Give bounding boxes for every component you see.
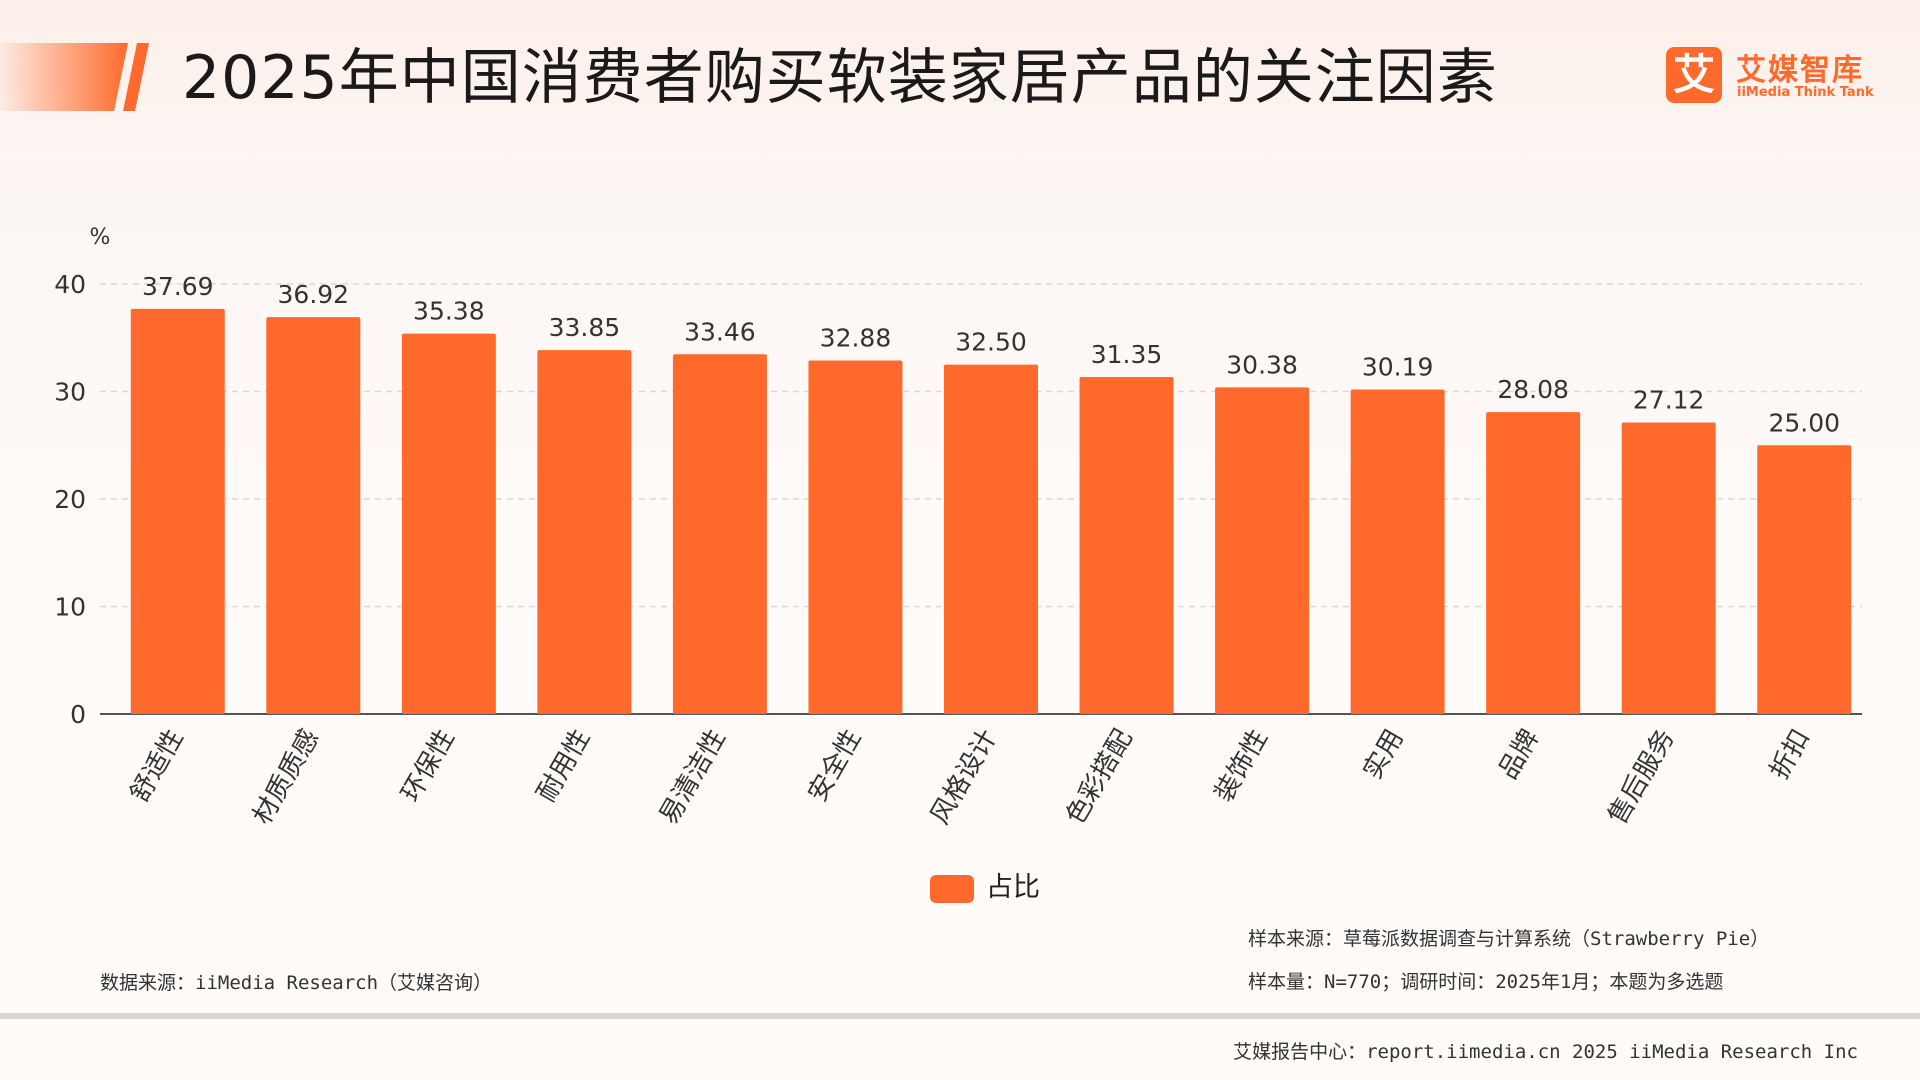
data-label: 32.50 <box>955 328 1027 357</box>
logo-mark: 艾 <box>1666 47 1722 103</box>
data-label: 36.92 <box>278 280 350 309</box>
x-tick-label: 风格设计 <box>925 725 1003 830</box>
bar <box>1757 445 1852 714</box>
y-tick-label: 0 <box>70 700 86 729</box>
x-tick-label: 安全性 <box>803 725 868 808</box>
data-label: 27.12 <box>1633 385 1705 414</box>
iimedia-logo: 艾 艾媒智库 iiMedia Think Tank <box>1666 47 1874 107</box>
data-label: 30.38 <box>1226 350 1298 379</box>
x-tick-label: 易清洁性 <box>654 725 732 830</box>
bar <box>1621 422 1716 714</box>
y-tick-label: 10 <box>54 593 86 622</box>
legend-swatch <box>930 875 974 903</box>
x-tick-label: 实用 <box>1358 725 1410 785</box>
sample-size-note: 样本量：N=770；调研时间：2025年1月；本题为多选题 <box>1248 971 1724 993</box>
data-label: 25.00 <box>1768 408 1840 437</box>
bar <box>130 308 225 714</box>
data-label: 33.46 <box>684 317 756 346</box>
x-tick-label: 售后服务 <box>1603 725 1681 830</box>
footer-credit: 艾媒报告中心：report.iimedia.cn 2025 iiMedia Re… <box>1233 1041 1858 1063</box>
title-accent-bar <box>0 43 149 111</box>
x-tick-label: 折扣 <box>1764 725 1816 785</box>
x-tick-label: 材质质感 <box>247 725 325 830</box>
bar <box>672 354 767 714</box>
bar <box>1350 389 1445 714</box>
data-label: 33.85 <box>549 313 621 342</box>
page-title: 2025年中国消费者购买软装家居产品的关注因素 <box>182 43 1498 113</box>
data-label: 28.08 <box>1497 375 1569 404</box>
bar <box>808 360 903 714</box>
x-tick-label: 色彩搭配 <box>1061 725 1139 830</box>
sample-source-note: 样本来源：草莓派数据调查与计算系统（Strawberry Pie） <box>1248 928 1770 950</box>
bar <box>1079 376 1174 714</box>
bar <box>944 364 1038 714</box>
data-label: 37.69 <box>142 272 214 301</box>
x-tick-label: 环保性 <box>396 725 461 808</box>
data-label: 35.38 <box>413 297 485 326</box>
x-tick-label: 舒适性 <box>125 725 190 808</box>
bar <box>266 317 361 714</box>
y-tick-label: 40 <box>54 270 86 299</box>
bar <box>1486 412 1581 714</box>
logo-name-cn: 艾媒智库 <box>1736 53 1864 88</box>
x-tick-label: 品牌 <box>1493 725 1545 785</box>
data-label: 31.35 <box>1091 340 1163 369</box>
footer-divider <box>0 1013 1920 1019</box>
y-axis-unit-label: % <box>90 225 111 250</box>
bar-chart: % 0 10 20 30 40 37.69 舒适性 36.92 材质质感 35.38 环保性 33.85… <box>54 225 1862 830</box>
data-label: 32.88 <box>820 324 892 353</box>
bar <box>537 350 632 714</box>
x-tick-label: 装饰性 <box>1209 725 1274 808</box>
data-source-note: 数据来源：iiMedia Research（艾媒咨询） <box>100 972 493 994</box>
y-tick-label: 30 <box>54 378 86 407</box>
x-tick-label: 耐用性 <box>531 725 596 808</box>
bar <box>401 333 496 714</box>
logo-name-en: iiMedia Think Tank <box>1737 85 1874 100</box>
y-tick-label: 20 <box>54 485 86 514</box>
legend-label: 占比 <box>986 872 1040 903</box>
bar <box>1215 387 1310 714</box>
data-label: 30.19 <box>1362 352 1434 381</box>
